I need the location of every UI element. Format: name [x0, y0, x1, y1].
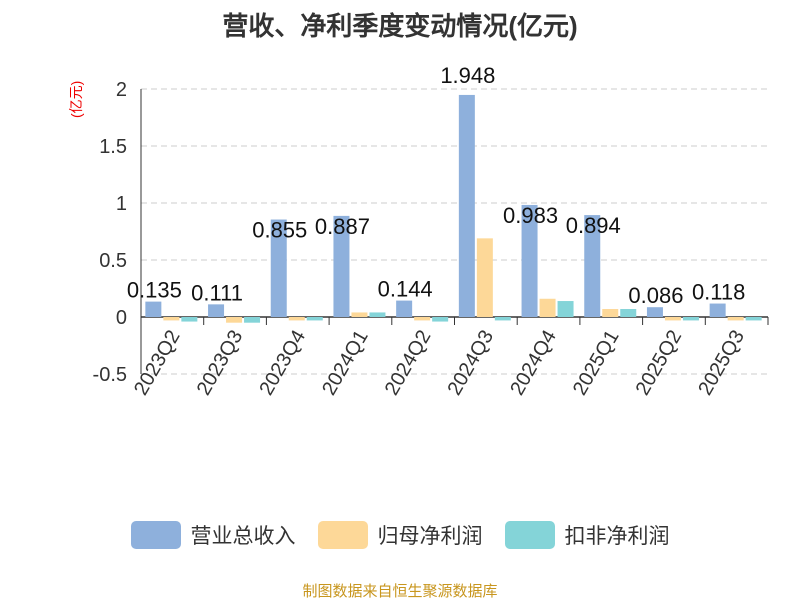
x-tick-label: 2024Q1: [318, 327, 373, 400]
bar-1: [539, 298, 556, 317]
bar-0: [709, 303, 726, 317]
data-label: 0.118: [692, 280, 745, 305]
y-tick-label: -0.5: [93, 364, 127, 386]
bar-1: [351, 312, 368, 317]
bar-2: [494, 317, 511, 321]
x-tick-label: 2023Q3: [193, 327, 248, 400]
y-tick-label: 0.5: [99, 250, 127, 272]
legend-item[interactable]: 营业总收入: [130, 520, 296, 550]
legend-label: 营业总收入: [190, 525, 296, 548]
y-tick-label: 1: [116, 193, 127, 215]
bar-2: [682, 317, 699, 321]
data-label: 0.983: [503, 203, 558, 228]
bar-1: [476, 238, 493, 317]
bar-1: [226, 317, 243, 323]
legend-swatch: [504, 521, 555, 549]
bar-2: [369, 312, 386, 317]
bar-2: [306, 317, 323, 321]
data-label: 0.135: [127, 278, 182, 303]
bar-0: [333, 215, 350, 317]
data-label: 0.144: [378, 277, 433, 302]
legend-item[interactable]: 归母净利润: [317, 520, 483, 550]
x-tick-label: 2025Q3: [694, 327, 749, 400]
x-tick-label: 2024Q4: [506, 327, 561, 400]
source-note: 制图数据来自恒生聚源数据库: [302, 583, 498, 600]
legend-swatch: [317, 521, 368, 549]
x-tick-label: 2023Q4: [255, 327, 310, 400]
bar-0: [396, 300, 413, 317]
y-tick-label: 2: [116, 79, 127, 101]
x-tick-label: 2024Q2: [381, 327, 436, 400]
data-label: 0.894: [566, 213, 621, 238]
bar-0: [521, 204, 538, 317]
data-label: 0.855: [252, 218, 307, 243]
bar-2: [745, 317, 762, 321]
bar-2: [620, 309, 637, 317]
bar-1: [664, 317, 681, 321]
bar-1: [288, 317, 305, 321]
chart-title: 营收、净利季度变动情况(亿元): [222, 11, 578, 41]
bar-0: [584, 215, 601, 317]
bar-2: [181, 317, 198, 322]
bar-0: [458, 94, 475, 317]
bar-1: [414, 317, 431, 321]
data-label: 0.111: [191, 280, 243, 305]
data-label: 1.948: [440, 63, 495, 88]
bar-2: [244, 317, 261, 323]
legend-swatch: [130, 521, 181, 549]
bar-0: [646, 307, 663, 317]
bar-2: [557, 301, 574, 317]
y-tick-label: 1.5: [99, 136, 127, 158]
bar-0: [145, 301, 162, 317]
data-label: 0.086: [628, 283, 683, 308]
bar-1: [727, 317, 744, 321]
legend: 营业总收入 归母净利润 扣非净利润: [0, 520, 800, 550]
bar-0: [270, 219, 287, 317]
x-tick-label: 2025Q2: [632, 327, 687, 400]
bar-2: [432, 317, 449, 322]
legend-label: 归母净利润: [377, 525, 483, 548]
legend-item[interactable]: 扣非净利润: [504, 520, 670, 550]
x-tick-label: 2024Q3: [444, 326, 499, 399]
x-tick-label: 2025Q1: [569, 327, 624, 400]
bar-1: [163, 317, 180, 321]
legend-label: 扣非净利润: [564, 525, 670, 548]
data-label: 0.887: [315, 214, 370, 239]
x-tick-label: 2023Q2: [130, 327, 185, 400]
y-tick-label: 0: [116, 307, 127, 329]
bar-1: [602, 309, 619, 317]
bar-0: [208, 304, 225, 317]
